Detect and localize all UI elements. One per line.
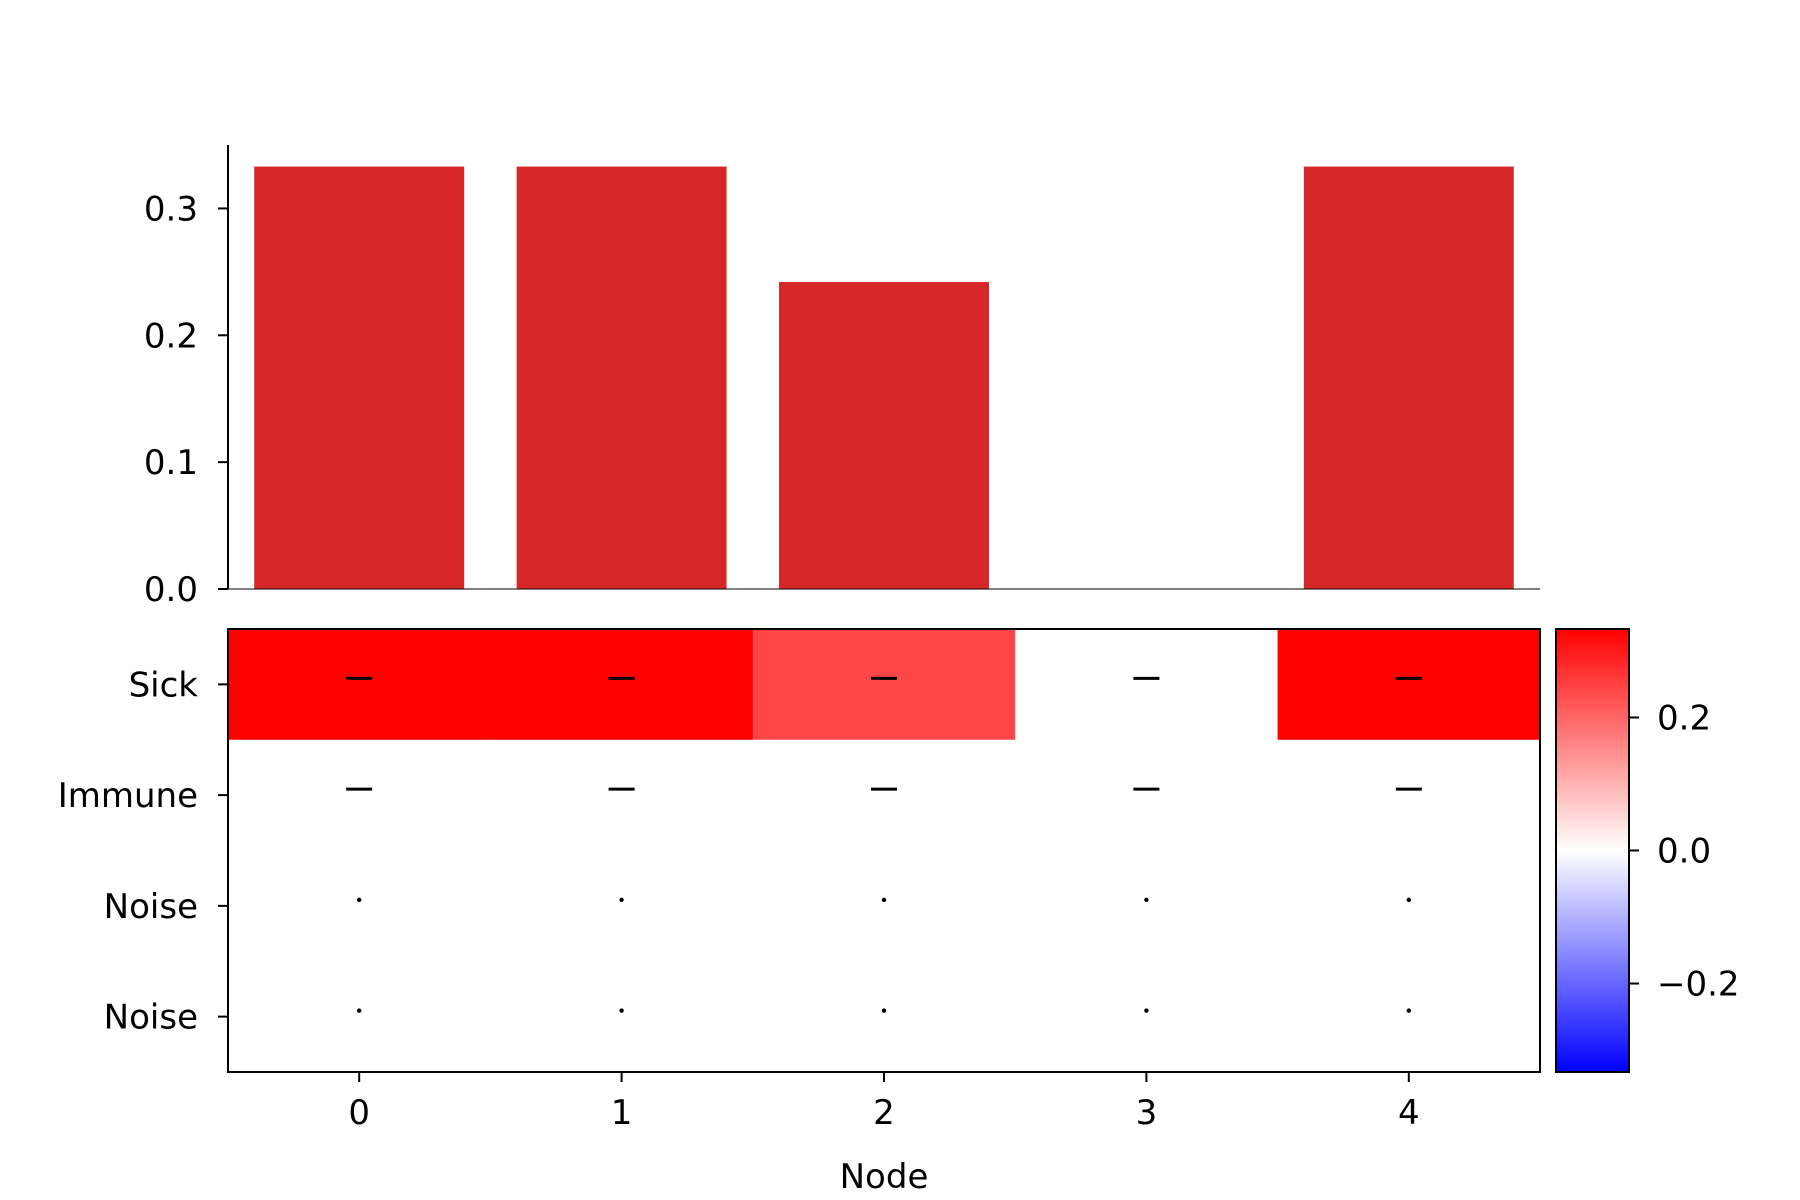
heatmap-x-tick-label: 2 — [873, 1093, 895, 1133]
heatmap-y-tick-label: Noise — [104, 998, 198, 1038]
heatmap-cell-noise-3 — [1015, 850, 1279, 962]
bar-y-tick-label: 0.2 — [144, 316, 198, 356]
bar-2 — [779, 282, 989, 589]
heatmap-cell-immune-3 — [1015, 739, 1279, 851]
heatmap-cell-sick-1 — [490, 629, 754, 741]
heatmap-cell-noise-0 — [228, 850, 491, 962]
heatmap-cell-immune-2 — [752, 739, 1016, 851]
heatmap-x-tick-label: 0 — [348, 1093, 370, 1133]
heatmap-x-tick-label: 3 — [1136, 1093, 1158, 1133]
heatmap-cell-immune-4 — [1277, 739, 1541, 851]
heatmap-cell-sick-4 — [1277, 629, 1541, 741]
heatmap-marker-dot — [1406, 897, 1412, 903]
heatmap-cell-noise-2 — [752, 850, 1016, 962]
heatmap-marker-dot — [357, 897, 362, 903]
heatmap-cell-noise-1 — [490, 961, 754, 1073]
heatmap-cell-noise-4 — [1277, 850, 1541, 962]
heatmap-y-tick-label: Sick — [129, 665, 199, 705]
colorbar-tick-label: −0.2 — [1657, 965, 1740, 1005]
heatmap-cell-noise-2 — [752, 961, 1016, 1073]
heatmap-cell-noise-1 — [490, 850, 754, 962]
heatmap-marker-dot — [881, 1008, 887, 1013]
bar-4 — [1303, 166, 1514, 589]
heatmap-cell-sick-3 — [1015, 629, 1279, 741]
colorbar-tick-label: 0.0 — [1657, 832, 1711, 872]
heatmap-y-tick-label: Noise — [104, 887, 198, 927]
heatmap-cell-sick-2 — [752, 629, 1016, 741]
heatmap-cell-noise-3 — [1015, 961, 1279, 1073]
heatmap-y-tick-label: Immune — [58, 776, 198, 816]
colorbar — [1555, 628, 1630, 1073]
heatmap-panel: Sick Immune Noise Noise 0 1 2 3 4 Node — [58, 628, 1541, 1197]
heatmap-cell-noise-4 — [1277, 961, 1541, 1073]
bar-y-tick-label: 0.3 — [144, 189, 198, 229]
heatmap-marker-dot — [1406, 1008, 1412, 1013]
bar-y-tick-label: 0.1 — [144, 443, 198, 483]
x-axis-label: Node — [840, 1157, 929, 1197]
heatmap-x-tick-label: 4 — [1398, 1093, 1420, 1133]
colorbar-tick-label: 0.2 — [1657, 698, 1711, 738]
heatmap-marker-dot — [619, 897, 624, 903]
bar-0 — [254, 166, 465, 589]
heatmap-marker-dot — [357, 1008, 362, 1013]
heatmap-marker-dot — [1144, 1008, 1149, 1013]
bar-chart-panel: 0.0 0.1 0.2 0.3 — [144, 145, 1540, 610]
heatmap-x-tick-label: 1 — [611, 1093, 633, 1133]
heatmap-cell-immune-0 — [228, 739, 491, 851]
heatmap-marker-dot — [619, 1008, 624, 1013]
colorbar-panel: 0.2 0.0 −0.2 — [1555, 628, 1740, 1073]
bar-y-tick-label: 0.0 — [144, 570, 198, 610]
bar-1 — [516, 166, 727, 589]
heatmap-cell-sick-0 — [228, 629, 491, 741]
heatmap-marker-dot — [1144, 897, 1149, 903]
heatmap-cell-noise-0 — [228, 961, 491, 1073]
heatmap-cell-immune-1 — [490, 739, 754, 851]
heatmap-marker-dot — [881, 897, 887, 903]
